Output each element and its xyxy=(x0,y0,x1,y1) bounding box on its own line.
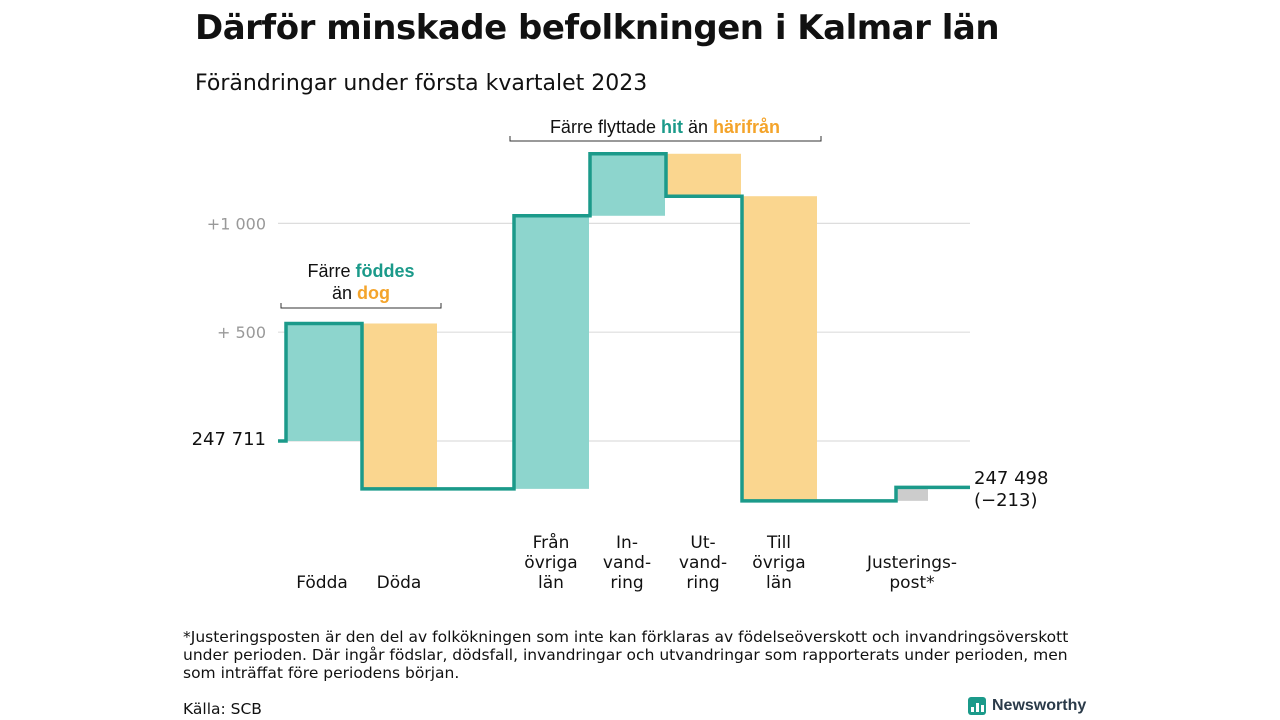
category-label: övriga xyxy=(524,553,577,573)
category-label: län xyxy=(538,573,564,593)
bar-7 xyxy=(896,487,928,501)
chart-title: Därför minskade befolkningen i Kalmar lä… xyxy=(195,8,1000,48)
brand-name: Newsworthy xyxy=(992,697,1087,714)
category-label: län xyxy=(766,573,792,593)
annotation-births-deaths-line1: Färre föddes xyxy=(307,261,414,281)
category-label: ring xyxy=(686,573,719,593)
running-total-line xyxy=(278,152,970,503)
chart-subtitle: Förändringar under första kvartalet 2023 xyxy=(195,71,648,96)
annotation-births-deaths-line2: än dog xyxy=(332,283,390,303)
labels: Födda DödaFrånövrigalänIn-vand-ringUt-van… xyxy=(192,429,1049,593)
bar-2 xyxy=(362,323,437,489)
bar-5 xyxy=(666,153,741,197)
category-label: post* xyxy=(889,573,934,593)
end-change-label: (−213) xyxy=(974,490,1037,511)
category-label: Till xyxy=(766,533,791,553)
end-value-label: 247 498 xyxy=(974,468,1048,489)
category-label: ring xyxy=(610,573,643,593)
category-label: Justerings- xyxy=(866,553,957,573)
y-tick-label: + 500 xyxy=(217,323,266,342)
category-label: In- xyxy=(616,533,638,553)
running-total-path xyxy=(278,152,970,503)
bar-chart-icon xyxy=(968,697,986,715)
bar-3 xyxy=(514,215,589,489)
newsworthy-logo: Newsworthy xyxy=(968,697,1086,715)
waterfall-chart: +1 000+ 500 Födda DödaFrånövrigalänIn-van… xyxy=(192,117,1049,593)
annotation-bracket-migration xyxy=(509,136,822,142)
start-value-label: 247 711 xyxy=(192,429,266,450)
bar-1 xyxy=(286,323,361,441)
bars xyxy=(286,153,928,501)
annotation-migration: Färre flyttade hit än härifrån xyxy=(550,117,780,137)
category-label: Döda xyxy=(377,573,422,593)
category-label: Ut- xyxy=(690,533,715,553)
source-note: Källa: SCB xyxy=(183,700,262,718)
bar-6 xyxy=(742,196,817,501)
bar-4 xyxy=(590,153,665,216)
footnote: *Justeringsposten är den del av folkökni… xyxy=(183,628,1069,682)
category-label: vand- xyxy=(679,553,727,573)
category-label: Från xyxy=(533,532,570,553)
y-tick-label: +1 000 xyxy=(207,214,266,233)
category-label: övriga xyxy=(752,553,805,573)
annotation-bracket-births xyxy=(280,303,442,309)
category-label: vand- xyxy=(603,553,651,573)
category-label: Födda xyxy=(296,573,348,593)
